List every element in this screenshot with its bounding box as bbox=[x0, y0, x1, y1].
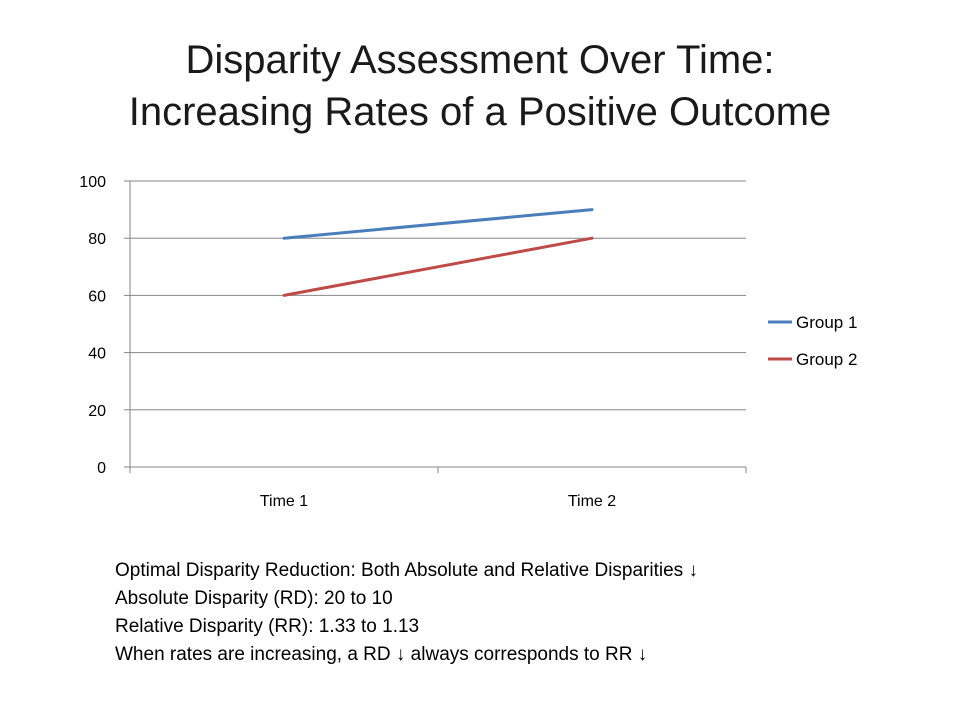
disparity-notes: Optimal Disparity Reduction: Both Absolu… bbox=[115, 557, 915, 669]
slide-title: Disparity Assessment Over Time: Increasi… bbox=[40, 34, 920, 138]
title-line-2: Increasing Rates of a Positive Outcome bbox=[128, 90, 832, 134]
y-tick-label: 100 bbox=[79, 174, 106, 191]
series-line-group-2 bbox=[282, 236, 594, 297]
note-line-3: Relative Disparity (RR): 1.33 to 1.13 bbox=[115, 616, 420, 637]
note-line-2: Absolute Disparity (RD): 20 to 10 bbox=[115, 588, 393, 609]
y-tick-label: 40 bbox=[88, 346, 106, 363]
note-line-1: Optimal Disparity Reduction: Both Absolu… bbox=[115, 560, 698, 581]
line-chart: 0 20 40 60 80 100 Time 1 Time 2 Group 1 Group 2 bbox=[79, 174, 857, 510]
legend-label-group-1: Group 1 bbox=[796, 313, 857, 332]
legend-label-group-2: Group 2 bbox=[796, 350, 857, 369]
y-tick-label: 20 bbox=[88, 403, 106, 420]
y-tick-label: 80 bbox=[88, 231, 106, 248]
y-tick-label: 0 bbox=[97, 460, 106, 477]
series-line-group-1 bbox=[282, 208, 594, 240]
title-line-1: Disparity Assessment Over Time: bbox=[185, 38, 775, 82]
y-tick-label: 60 bbox=[88, 288, 106, 305]
x-tick-label: Time 1 bbox=[260, 493, 308, 510]
x-tick-label: Time 2 bbox=[568, 493, 616, 510]
note-line-4: When rates are increasing, a RD ↓ always… bbox=[115, 644, 648, 665]
